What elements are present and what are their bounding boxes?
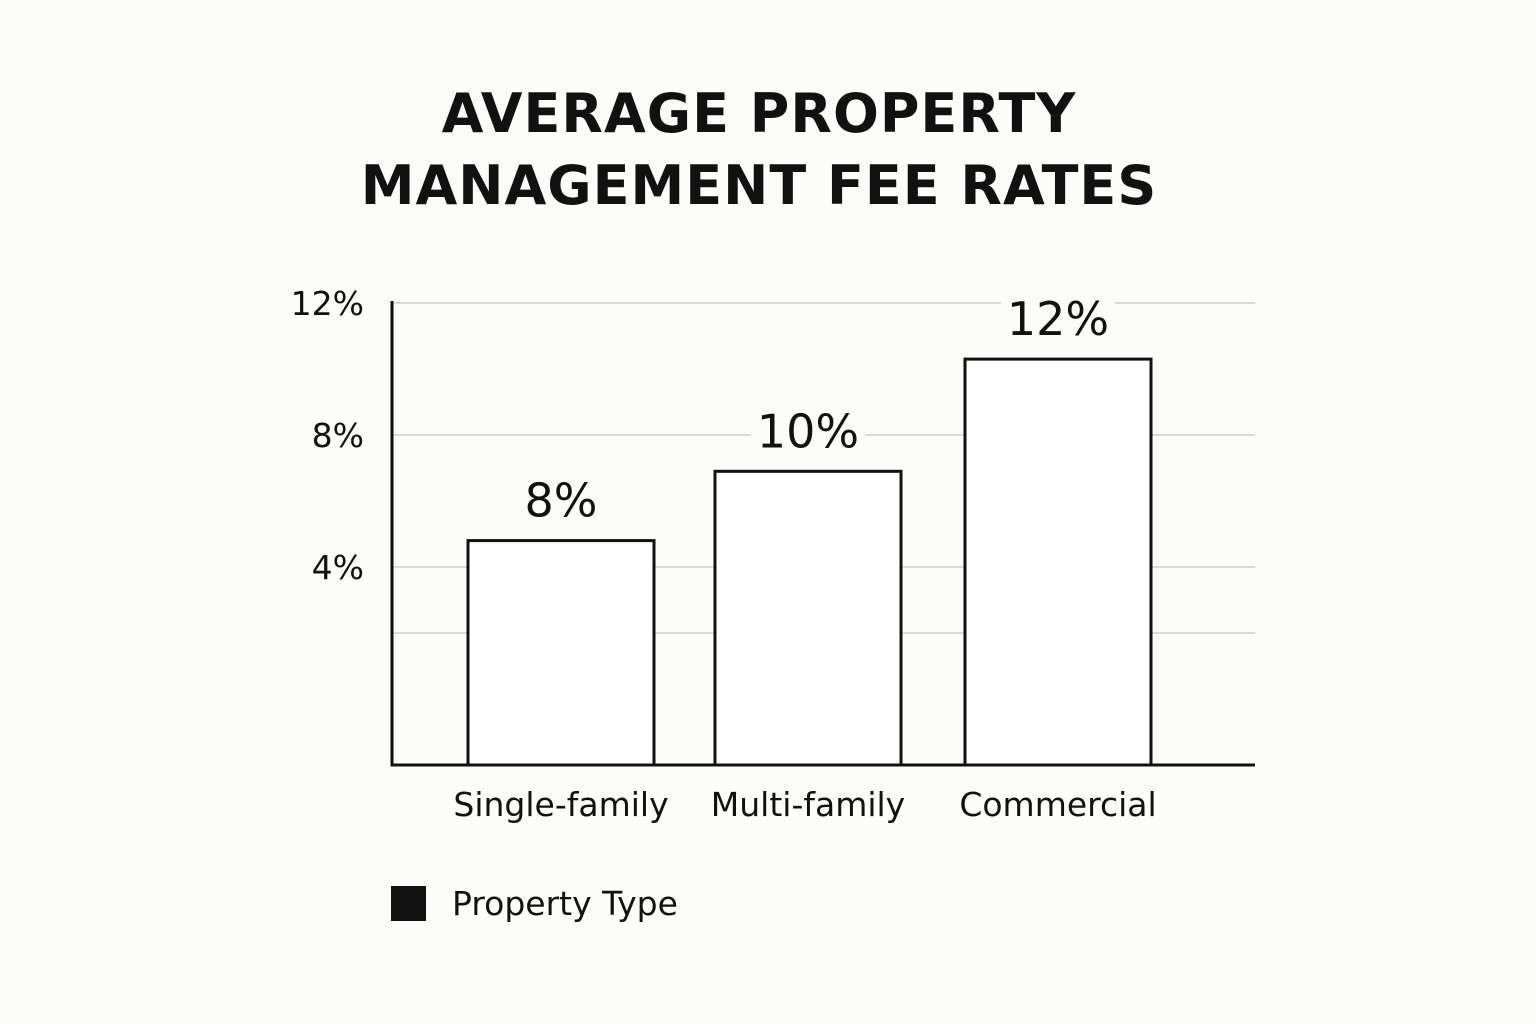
y-tick-label-2: 12% xyxy=(291,284,364,323)
y-tick-label-0: 4% xyxy=(312,548,364,587)
chart-title-line-1: AVERAGE PROPERTY xyxy=(441,82,1077,145)
bar-multi-family xyxy=(713,469,903,767)
bar-single-family xyxy=(466,539,656,767)
legend-swatch xyxy=(391,885,426,921)
legend-label: Property Type xyxy=(452,883,678,923)
bar-commercial xyxy=(963,357,1153,767)
legend: Property Type xyxy=(391,883,678,923)
axes xyxy=(390,301,1255,767)
chart-title: AVERAGE PROPERTY MANAGEMENT FEE RATES xyxy=(0,78,1518,222)
data-label-bg-multi-family xyxy=(751,401,865,460)
chart-title-line-2: MANAGEMENT FEE RATES xyxy=(360,154,1158,217)
category-label-single-family: Single-family xyxy=(453,785,668,824)
data-label-single-family: 8% xyxy=(525,474,598,528)
data-label-multi-family: 10% xyxy=(757,404,859,458)
category-labels: Single-family Multi-family Commercial xyxy=(453,785,1156,824)
data-labels: 8% 10% 12% xyxy=(519,289,1115,529)
data-label-bg-commercial xyxy=(1001,289,1115,348)
y-tick-labels: 4% 8% 12% xyxy=(291,284,364,587)
category-label-multi-family: Multi-family xyxy=(711,785,905,824)
axes-line xyxy=(390,301,1255,767)
data-label-commercial: 12% xyxy=(1007,292,1109,346)
y-tick-label-1: 8% xyxy=(312,416,364,455)
category-label-commercial: Commercial xyxy=(959,785,1156,824)
data-label-bg-single-family xyxy=(519,470,603,529)
